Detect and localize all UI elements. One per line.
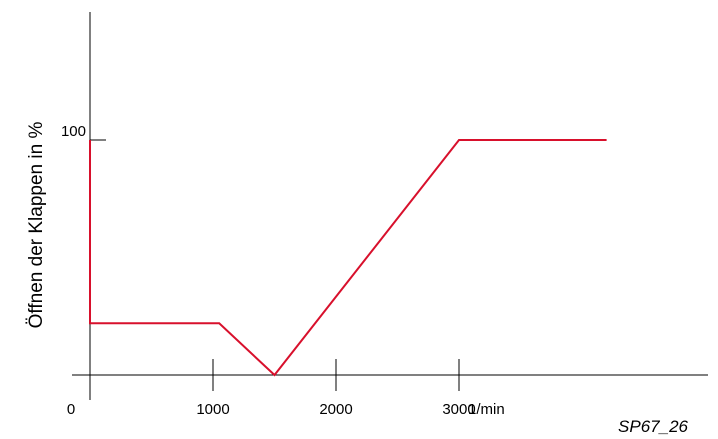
y-axis-label: Öffnen der Klappen in % xyxy=(26,122,47,329)
x-origin-label: 0 xyxy=(67,401,75,418)
x-tick-label-1000: 1000 xyxy=(196,401,229,418)
x-unit-label: 1/min xyxy=(468,401,505,418)
figure-reference: SP67_26 xyxy=(618,417,688,436)
x-tick-label-3000: 3000 xyxy=(442,401,475,418)
series-line-0 xyxy=(89,139,607,377)
x-ticks: 1000 2000 3000 xyxy=(196,359,476,418)
series-group xyxy=(89,139,607,377)
y-tick-label-100: 100 xyxy=(61,123,86,140)
x-tick-label-2000: 2000 xyxy=(319,401,352,418)
y-ticks: 100 xyxy=(61,123,106,141)
